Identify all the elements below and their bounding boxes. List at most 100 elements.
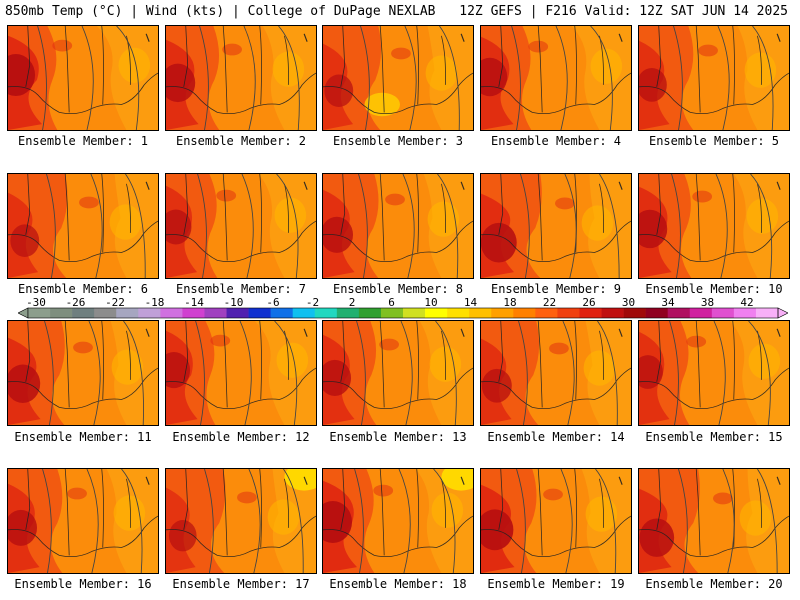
colorbar-swatch bbox=[557, 308, 580, 318]
ensemble-map-7 bbox=[165, 173, 317, 279]
ensemble-member-label: Ensemble Member: 6 bbox=[17, 282, 149, 296]
colorbar-tick-label: 18 bbox=[503, 296, 517, 309]
colorbar-tick-label: 22 bbox=[542, 296, 557, 309]
temperature-field-9 bbox=[481, 174, 631, 278]
ensemble-map-12 bbox=[165, 320, 317, 426]
temperature-field-7 bbox=[166, 174, 316, 278]
ensemble-member-label: Ensemble Member: 16 bbox=[14, 577, 152, 591]
ensemble-member-label: Ensemble Member: 10 bbox=[645, 282, 783, 296]
colorbar-tick-label: -10 bbox=[223, 296, 244, 309]
colorbar-swatch bbox=[513, 308, 536, 318]
colorbar-swatch bbox=[336, 308, 360, 318]
ensemble-member-label: Ensemble Member: 19 bbox=[487, 577, 625, 591]
ensemble-member-label: Ensemble Member: 8 bbox=[332, 282, 464, 296]
temperature-field-4 bbox=[481, 26, 631, 130]
colorbar-arrow-high bbox=[777, 307, 788, 319]
colorbar-swatch bbox=[358, 308, 382, 318]
colorbar-tick-label: -2 bbox=[305, 296, 320, 309]
ensemble-member-label: Ensemble Member: 14 bbox=[487, 430, 625, 444]
colorbar-swatch bbox=[535, 308, 558, 318]
temperature-field-5 bbox=[639, 26, 789, 130]
temperature-field-18 bbox=[323, 469, 473, 573]
colorbar-tick-label: -18 bbox=[144, 296, 165, 309]
ensemble-member-label: Ensemble Member: 11 bbox=[14, 430, 152, 444]
colorbar-swatch bbox=[623, 308, 646, 318]
ensemble-member-label: Ensemble Member: 9 bbox=[490, 282, 622, 296]
colorbar-tick-label: -26 bbox=[65, 296, 86, 309]
ensemble-map-8 bbox=[322, 173, 474, 279]
colorbar-swatch bbox=[226, 308, 249, 318]
ensemble-map-4 bbox=[480, 25, 632, 131]
ensemble-map-3 bbox=[322, 25, 474, 131]
colorbar-tick-label: -6 bbox=[266, 296, 280, 309]
colorbar-swatch bbox=[403, 308, 426, 318]
colorbar-swatch bbox=[447, 308, 470, 318]
ensemble-map-18 bbox=[322, 468, 474, 574]
ensemble-member-label: Ensemble Member: 2 bbox=[175, 134, 307, 148]
ensemble-map-17 bbox=[165, 468, 317, 574]
colorbar-swatch bbox=[28, 308, 51, 318]
colorbar-tick-label: -14 bbox=[184, 296, 204, 309]
temperature-field-1 bbox=[8, 26, 158, 130]
temperature-field-2 bbox=[166, 26, 316, 130]
colorbar-swatch bbox=[380, 308, 404, 318]
colorbar-arrow-low bbox=[18, 307, 29, 319]
ensemble-map-16 bbox=[7, 468, 159, 574]
colorbar-swatch bbox=[689, 308, 713, 318]
colorbar-swatch bbox=[579, 308, 602, 318]
colorbar-tick-label: 2 bbox=[348, 296, 356, 309]
ensemble-member-label: Ensemble Member: 7 bbox=[175, 282, 307, 296]
colorbar-tick-label: -22 bbox=[105, 296, 125, 309]
ensemble-member-label: Ensemble Member: 13 bbox=[329, 430, 467, 444]
ensemble-map-11 bbox=[7, 320, 159, 426]
colorbar-tick-label: 6 bbox=[388, 296, 395, 309]
temperature-colorbar bbox=[18, 307, 788, 319]
colorbar-swatch bbox=[160, 308, 183, 318]
ensemble-member-label: Ensemble Member: 17 bbox=[172, 577, 310, 591]
colorbar-tick-label: 42 bbox=[740, 296, 754, 309]
map-title: 850mb Temp (°C) | Wind (kts) | College o… bbox=[5, 4, 436, 19]
ensemble-member-label: Ensemble Member: 20 bbox=[645, 577, 783, 591]
colorbar-swatch bbox=[204, 308, 227, 318]
temperature-field-13 bbox=[323, 321, 473, 425]
colorbar-swatch bbox=[755, 308, 779, 318]
temperature-field-20 bbox=[639, 469, 789, 573]
colorbar-swatch bbox=[469, 308, 492, 318]
temperature-field-17 bbox=[166, 469, 316, 573]
model-run-info: 12Z GEFS | F216 Valid: 12Z SAT JUN 14 20… bbox=[459, 4, 788, 19]
colorbar-swatch bbox=[248, 308, 271, 318]
colorbar-swatch bbox=[182, 308, 205, 318]
colorbar-tick-label: 34 bbox=[661, 296, 675, 309]
temperature-field-12 bbox=[166, 321, 316, 425]
colorbar-swatch bbox=[425, 308, 448, 318]
colorbar-tick-label: -30 bbox=[26, 296, 46, 309]
temperature-field-14 bbox=[481, 321, 631, 425]
ensemble-member-label: Ensemble Member: 3 bbox=[332, 134, 464, 148]
temperature-field-3 bbox=[323, 26, 473, 130]
ensemble-map-9 bbox=[480, 173, 632, 279]
colorbar-tick-label: 14 bbox=[463, 296, 478, 309]
colorbar-swatch bbox=[292, 308, 316, 318]
ensemble-member-label: Ensemble Member: 12 bbox=[172, 430, 310, 444]
ensemble-map-15 bbox=[638, 320, 790, 426]
colorbar-tick-label: 30 bbox=[621, 296, 636, 309]
ensemble-member-label: Ensemble Member: 15 bbox=[645, 430, 783, 444]
ensemble-member-label: Ensemble Member: 5 bbox=[648, 134, 780, 148]
colorbar-swatch bbox=[711, 308, 735, 318]
colorbar-swatch bbox=[116, 308, 139, 318]
colorbar-tick-label: 26 bbox=[582, 296, 596, 309]
colorbar-swatch bbox=[314, 308, 338, 318]
colorbar-swatch bbox=[138, 308, 161, 318]
temperature-field-15 bbox=[639, 321, 789, 425]
temperature-field-10 bbox=[639, 174, 789, 278]
colorbar-swatch bbox=[491, 308, 514, 318]
colorbar-labels: -30 -26 -22 -18 -14 -10 -6 -2 2 6 10 14 18 22 26 30 34 38… bbox=[0, 296, 800, 309]
ensemble-map-1 bbox=[7, 25, 159, 131]
temperature-field-6 bbox=[8, 174, 158, 278]
ensemble-map-13 bbox=[322, 320, 474, 426]
colorbar-swatch bbox=[72, 308, 95, 318]
colorbar-swatch bbox=[733, 308, 757, 318]
ensemble-member-label: Ensemble Member: 1 bbox=[17, 134, 149, 148]
ensemble-map-10 bbox=[638, 173, 790, 279]
colorbar-swatch bbox=[601, 308, 624, 318]
